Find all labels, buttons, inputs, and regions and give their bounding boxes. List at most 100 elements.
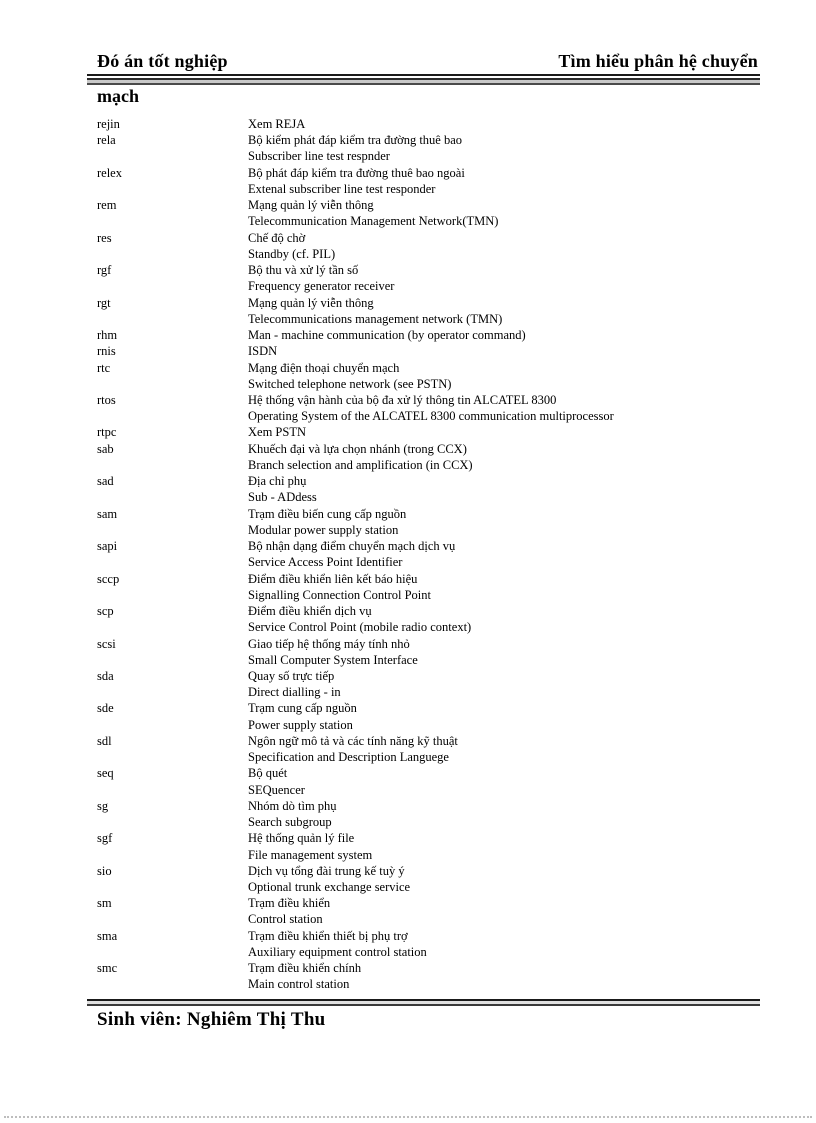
glossary-row: Branch selection and amplification (in C… [97,457,767,473]
glossary-term: sio [97,863,112,878]
glossary-definition-en: Extenal subscriber line test responder [248,181,436,196]
glossary-row: Telecommunications management network (T… [97,311,767,327]
glossary-term: sam [97,506,118,521]
glossary-term [97,879,248,895]
glossary-row: Control station [97,911,767,927]
glossary-definition-vi: Bộ kiểm phát đáp kiểm tra đường thuê bao [248,133,463,148]
glossary-definition-vi: Bộ quét [248,766,288,781]
header-rule-double [87,78,760,85]
glossary-row: sde Trạm cung cấp nguồn [97,700,767,716]
glossary-term: rejin [97,117,120,131]
glossary-term: sab [97,441,114,456]
glossary-definition-en: Small Computer System Interface [248,652,418,667]
glossary-term: scsi [97,636,116,651]
glossary-definition-en: Branch selection and amplification (in C… [248,457,473,472]
glossary-term: rem [97,198,117,213]
glossary-term [97,717,248,733]
glossary-definition-en: Operating System of the ALCATEL 8300 com… [248,409,614,424]
glossary-row: Direct dialling - in [97,684,767,700]
glossary-definition-vi: Trạm cung cấp nguồn [248,701,357,716]
glossary-term: seq [97,766,114,781]
glossary-definition-en: SEQuencer [248,782,305,797]
glossary-term: rela [97,133,116,148]
glossary-term: sma [97,928,118,943]
glossary-row: SEQuencer [97,782,767,798]
glossary-definition-vi: ISDN [248,344,278,359]
glossary-term: sde [97,701,114,716]
glossary-row: rgf Bộ thu và xử lý tần số [97,262,767,278]
glossary-term [97,976,248,992]
glossary-definition-vi: Trạm điều biến cung cấp nguồn [248,506,407,521]
glossary-definition-en: File management system [248,847,373,862]
glossary-definition-vi: Man - machine communication (by operator… [248,328,526,343]
glossary-term: sdl [97,733,112,748]
glossary-term [97,246,248,262]
glossary-term [97,782,248,798]
page-bottom-dotted-line [4,1116,812,1118]
glossary-term: sccp [97,571,120,586]
glossary-term: res [97,230,112,245]
glossary-definition-vi: Trạm điều khiển [248,896,331,911]
glossary-term [97,911,248,927]
glossary-row: Auxiliary equipment control station [97,944,767,960]
glossary-definition-vi: Bộ nhận dạng điểm chuyển mạch dịch vụ [248,539,456,554]
glossary-row: Specification and Description Languege [97,749,767,765]
glossary-term: sad [97,474,114,489]
glossary-row: rtpc Xem PSTN [97,424,767,440]
glossary-row: rejin Xem REJA [97,116,767,132]
glossary-row: smc Trạm điều khiển chính [97,960,767,976]
glossary-term [97,376,248,392]
glossary-row: sccp Điểm điều khiển liên kết báo hiệu [97,571,767,587]
glossary-definition-en: Control station [248,912,323,927]
header-right-title: Tìm hiểu phân hệ chuyển [558,51,758,71]
glossary-row: Service Control Point (mobile radio cont… [97,619,767,635]
glossary-row: res Chế độ chờ [97,230,767,246]
glossary-definition-vi: Giao tiếp hệ thống máy tính nhỏ [248,636,410,651]
glossary-term [97,148,248,164]
glossary-row: rela Bộ kiểm phát đáp kiểm tra đường thu… [97,132,767,148]
glossary-term [97,311,248,327]
glossary-row: Main control station [97,976,767,992]
header-wrap-word: mạch [97,86,139,106]
glossary-row: Extenal subscriber line test responder [97,181,767,197]
glossary-definition-vi: Điểm điều khiển liên kết báo hiệu [248,571,418,586]
glossary-term [97,587,248,603]
page-header: Đó án tốt nghiệp Tìm hiểu phân hệ chuyển [97,51,758,72]
glossary-row: Modular power supply station [97,522,767,538]
glossary-definition-en: Sub - ADdess [248,490,317,505]
glossary-definition-en: Specification and Description Languege [248,750,449,765]
glossary-row: sab Khuếch đại và lựa chọn nhánh (trong … [97,441,767,457]
glossary-definition-vi: Chế độ chờ [248,230,306,245]
glossary-term: sm [97,896,112,911]
glossary-term: scp [97,604,114,619]
glossary-definition-vi: Xem PSTN [248,425,306,440]
glossary-term: sapi [97,539,118,554]
glossary-term: smc [97,961,118,976]
glossary-term: rtpc [97,425,117,440]
glossary-definition-vi: Ngôn ngữ mô tả và các tính năng kỹ thuật [248,733,458,748]
glossary-definition-vi: Quay số trực tiếp [248,668,335,683]
glossary-definition-en: Standby (cf. PIL) [248,246,336,261]
glossary-row: Power supply station [97,717,767,733]
glossary-row: Signalling Connection Control Point [97,587,767,603]
glossary-row: Telecommunication Management Network(TMN… [97,213,767,229]
glossary-term: rtos [97,392,116,407]
glossary-row: sm Trạm điều khiển [97,895,767,911]
glossary-definition-en: Switched telephone network (see PSTN) [248,376,452,391]
glossary-definition-vi: Trạm điều khiển thiết bị phụ trợ [248,928,408,943]
glossary-term [97,457,248,473]
glossary-definition-en: Modular power supply station [248,522,399,537]
glossary-definition-en: Power supply station [248,717,353,732]
glossary-row: Search subgroup [97,814,767,830]
glossary-row: relex Bộ phát đáp kiểm tra đường thuê ba… [97,165,767,181]
glossary-row: sma Trạm điều khiển thiết bị phụ trợ [97,928,767,944]
glossary-term: rnis [97,344,116,359]
glossary-definition-en: Search subgroup [248,815,332,830]
glossary-row: Standby (cf. PIL) [97,246,767,262]
glossary-term [97,181,248,197]
glossary-definition-vi: Bộ phát đáp kiểm tra đường thuê bao ngoà… [248,165,465,180]
glossary-row: Switched telephone network (see PSTN) [97,376,767,392]
glossary-term [97,522,248,538]
glossary-row: Service Access Point Identifier [97,554,767,570]
